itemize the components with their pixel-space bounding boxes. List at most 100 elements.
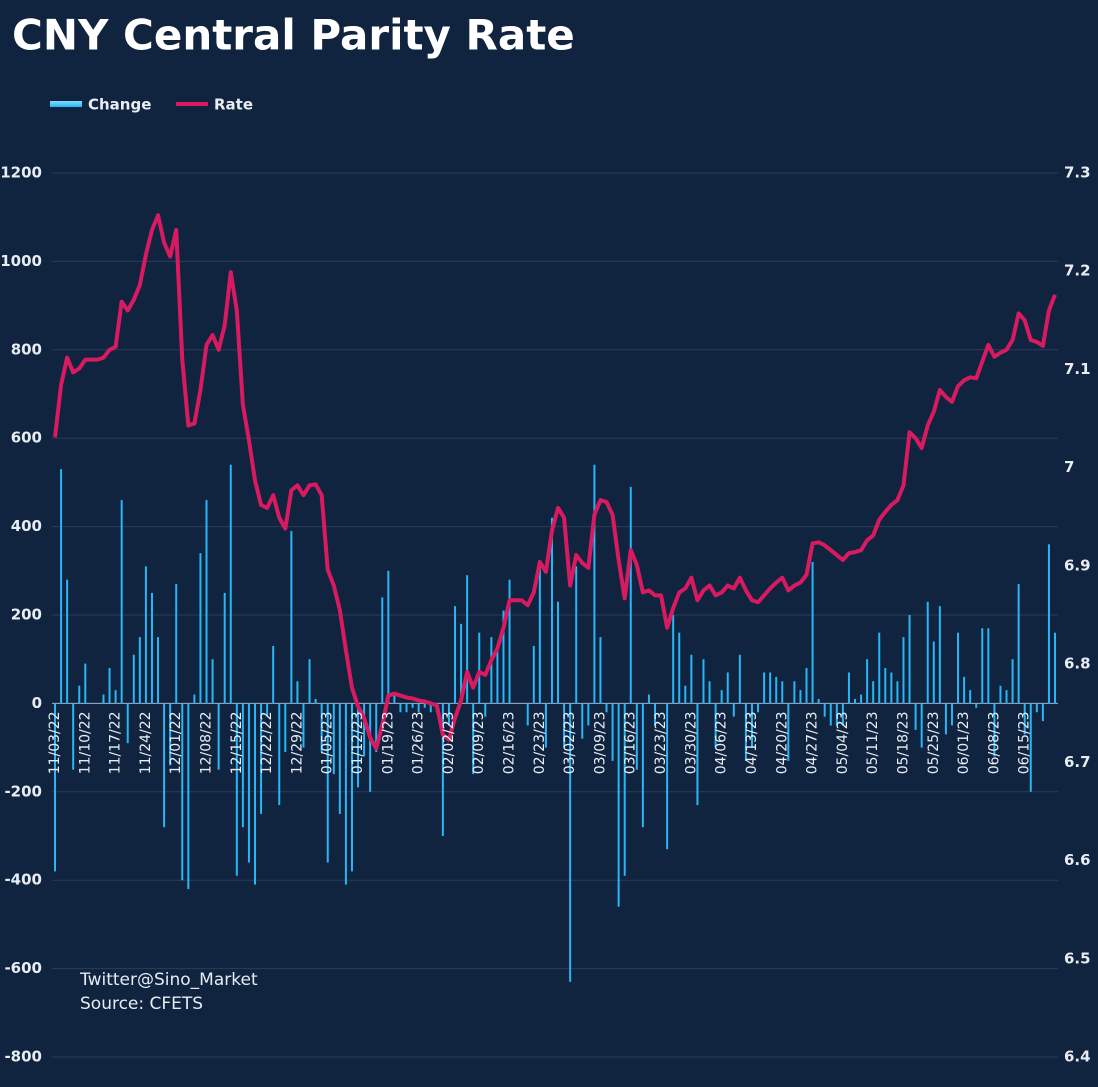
bar [241, 703, 244, 828]
bar [1029, 703, 1032, 792]
y2-tick-label: 6.6 [1064, 851, 1091, 869]
bar [847, 672, 850, 704]
x-tick-label: 03/02/23 [562, 711, 578, 774]
bar [769, 672, 772, 704]
bar [690, 654, 693, 704]
bar [987, 628, 990, 704]
bar [841, 703, 844, 726]
bar [411, 703, 414, 708]
bar [508, 579, 511, 704]
y-tick-label: 1200 [0, 164, 42, 182]
bar [963, 676, 966, 704]
bar [229, 464, 232, 704]
bar [60, 469, 63, 704]
bar [484, 703, 487, 717]
bar [763, 672, 766, 704]
bar [302, 703, 305, 748]
y2-tick-label: 7 [1064, 458, 1074, 476]
y2-tick-label: 6.7 [1064, 753, 1091, 771]
bar [466, 575, 469, 704]
x-tick-label: 12/15/22 [229, 711, 245, 774]
bar [278, 703, 281, 806]
bar [1041, 703, 1044, 722]
bar [187, 703, 190, 890]
y-tick-label: 800 [11, 340, 42, 358]
bar [557, 601, 560, 704]
x-tick-label: 12/01/22 [168, 711, 184, 774]
bar [296, 681, 299, 704]
bar [872, 681, 875, 704]
bar [654, 703, 656, 726]
bar [447, 703, 450, 726]
x-tick-label: 01/12/23 [350, 711, 366, 774]
x-tick-label: 04/20/23 [774, 711, 790, 774]
bar [157, 637, 160, 704]
bar [460, 623, 463, 704]
bar [641, 703, 644, 828]
bar [1047, 544, 1050, 704]
bar [1035, 703, 1038, 713]
bar [829, 703, 832, 726]
bar [54, 703, 56, 872]
bar [357, 703, 360, 788]
bar [417, 703, 420, 713]
bar [787, 703, 790, 761]
bar [126, 703, 129, 744]
bar [478, 632, 481, 704]
y-tick-label: 0 [32, 694, 42, 712]
bar [1023, 703, 1026, 735]
bar [750, 703, 753, 748]
y2-tick-label: 7.3 [1064, 164, 1091, 182]
bar [423, 703, 426, 708]
bar [344, 703, 347, 885]
bar [175, 584, 178, 704]
bar [320, 703, 323, 753]
bar [138, 637, 141, 704]
bar [72, 703, 75, 770]
bar [1054, 632, 1056, 704]
x-tick-label: 02/16/23 [502, 711, 518, 774]
bar [114, 690, 117, 704]
bar [502, 610, 505, 704]
bar [720, 690, 723, 704]
bar [981, 628, 984, 704]
bar [90, 703, 93, 704]
bar [326, 703, 329, 863]
bar [757, 703, 760, 713]
y2-tick-label: 6.5 [1064, 949, 1091, 967]
bar [1017, 584, 1020, 704]
bar [999, 685, 1002, 704]
bar [914, 703, 917, 730]
bar [775, 676, 778, 704]
bar [629, 486, 632, 704]
bar [1005, 690, 1008, 704]
bar [932, 641, 935, 704]
bar [96, 703, 99, 704]
bar [647, 694, 650, 704]
x-tick-label: 11/03/22 [47, 711, 63, 774]
bar [150, 592, 153, 704]
bar [878, 632, 881, 704]
y-tick-label: 1000 [0, 252, 42, 270]
bar [726, 672, 729, 704]
bar [84, 663, 87, 704]
x-tick-label: 05/11/23 [865, 711, 881, 774]
bar [102, 694, 105, 704]
bar [714, 703, 717, 748]
bar [860, 694, 863, 704]
y-tick-label: -800 [4, 1048, 42, 1066]
x-tick-label: 12/29/22 [289, 711, 305, 774]
bar [496, 650, 499, 704]
bar [544, 703, 547, 748]
y2-tick-label: 6.4 [1064, 1048, 1091, 1066]
y-tick-label: 200 [11, 606, 42, 624]
bar [132, 654, 135, 704]
bar [211, 659, 214, 704]
bar [793, 681, 796, 704]
y2-tick-label: 6.8 [1064, 655, 1091, 673]
bar [708, 681, 711, 704]
annotation: Twitter@Sino_Market [79, 970, 258, 990]
bar [405, 703, 408, 713]
bar [66, 579, 69, 704]
